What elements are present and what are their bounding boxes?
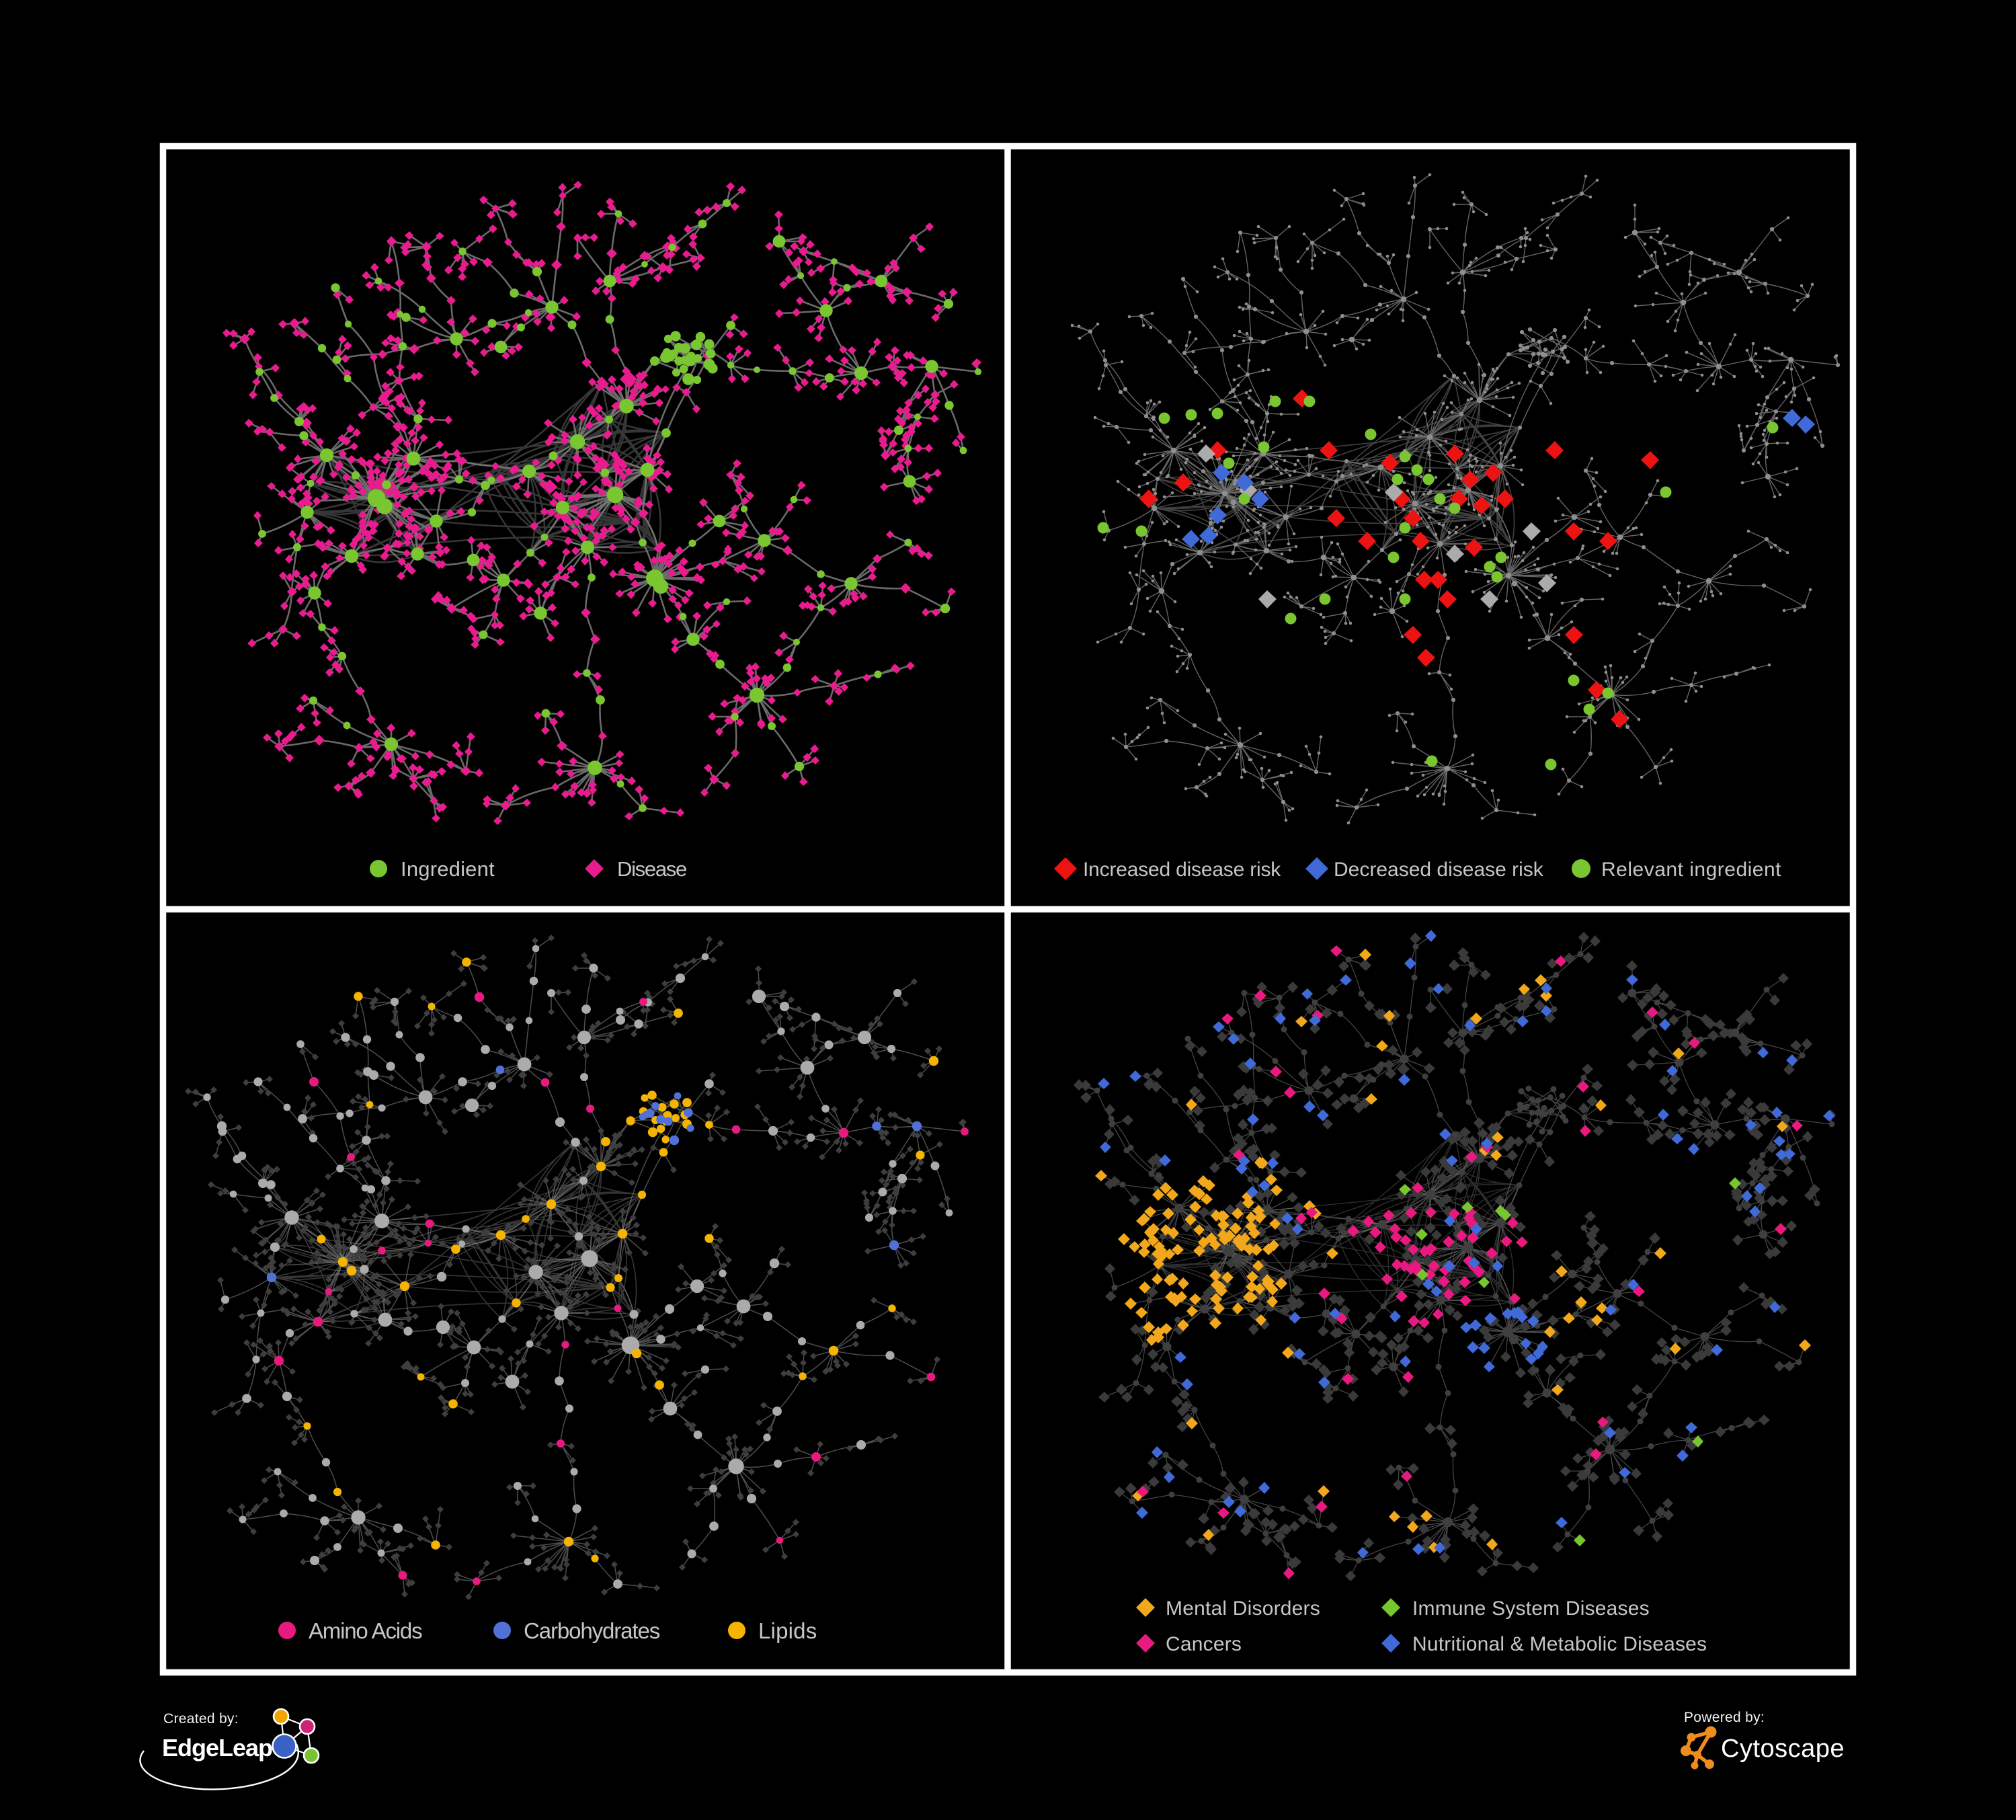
svg-text:Immune System Diseases: Immune System Diseases — [1412, 1597, 1650, 1620]
svg-text:Decreased disease risk: Decreased disease risk — [1334, 859, 1544, 881]
svg-text:Increased disease risk: Increased disease risk — [1083, 859, 1281, 881]
svg-text:Cancers: Cancers — [1166, 1633, 1242, 1655]
svg-text:Disease: Disease — [617, 857, 686, 881]
svg-text:Created by:: Created by: — [163, 1711, 239, 1727]
svg-text:Ingredient: Ingredient — [401, 857, 495, 881]
svg-text:Powered by:: Powered by: — [1684, 1710, 1765, 1725]
svg-text:Cytoscape: Cytoscape — [1721, 1735, 1845, 1763]
svg-text:Nutritional & Metabolic Diseas: Nutritional & Metabolic Diseases — [1412, 1633, 1707, 1655]
svg-text:Amino Acids: Amino Acids — [309, 1618, 422, 1643]
svg-text:Mental Disorders: Mental Disorders — [1166, 1597, 1320, 1620]
svg-text:EdgeLeap: EdgeLeap — [162, 1734, 272, 1762]
svg-text:Carbohydrates: Carbohydrates — [524, 1618, 660, 1643]
svg-text:Lipids: Lipids — [758, 1618, 817, 1643]
svg-text:Relevant ingredient: Relevant ingredient — [1601, 859, 1781, 881]
